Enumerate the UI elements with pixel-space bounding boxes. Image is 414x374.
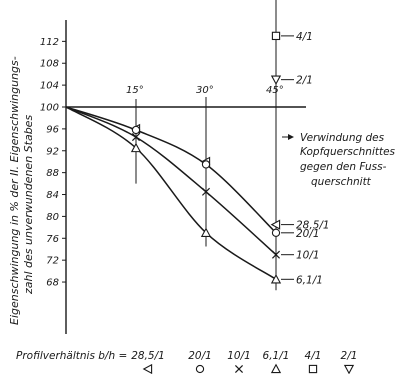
data-point-triangle-up (200, 227, 212, 237)
ratio-marker-circle (195, 364, 205, 374)
data-point-triangle-left (270, 219, 281, 230)
x-angle-ticks: 15° 30° 45° (126, 0, 284, 291)
y-tick-label: 80 (46, 212, 59, 223)
ratio-marker-square (308, 364, 318, 374)
series-curves (65, 106, 277, 280)
y-tick-label: 112 (40, 37, 59, 48)
ratio-label: 2/1 (341, 350, 358, 362)
ratio-label: 10/1 (227, 350, 251, 362)
y-axis-label-line2: zahl des unverwundenen Stabes (22, 115, 35, 295)
y-tick-label: 92 (46, 146, 59, 157)
data-point-circle (201, 160, 211, 169)
y-axis-label: Eigenschwingung in % der II. Eigenschwin… (8, 56, 35, 325)
y-tick-label: 100 (40, 103, 59, 114)
data-point-cross (201, 187, 211, 196)
x-angle-tick-label: 30° (196, 85, 214, 96)
y-tick-label: 104 (40, 81, 59, 92)
y-tick-label: 72 (46, 256, 59, 267)
data-point-circle (271, 228, 281, 237)
ratio-label: 4/1 (305, 350, 322, 362)
end-label: 4/1 (296, 31, 313, 43)
data-point-triangle-up (130, 142, 142, 153)
series-curve (65, 106, 277, 234)
series-markers (130, 31, 282, 284)
series-curve (65, 106, 277, 280)
ratio-label: 28,5/1 (131, 350, 165, 362)
ratio-axis-label: Profilverhältnis b/h = (16, 350, 127, 362)
y-tick-label: 108 (40, 59, 59, 70)
series-curve (65, 106, 277, 256)
y-tick-label: 84 (46, 190, 59, 201)
x-angle-tick-label: 45° (266, 85, 284, 96)
data-point-cross (271, 250, 281, 259)
y-tick-label: 88 (46, 168, 59, 179)
end-labels: 28,5/120/1 10/1 6,1/1 4/1 2/1 (281, 31, 330, 286)
x-angle-tick-label: 15° (126, 85, 144, 96)
y-tick-label: 68 (46, 278, 59, 289)
end-label: 10/1 (296, 250, 320, 262)
y-tick-label: 76 (46, 234, 59, 245)
data-point-triangle-up (270, 273, 282, 284)
y-ticks: 68 72 76 80 84 88 92 96 100 104 108 112 (40, 37, 66, 289)
ratio-marker-triangle-left (142, 363, 153, 374)
twist-annotation: Verwindung des Kopfquerschnittes gegen d… (282, 132, 396, 188)
end-label: 2/1 (296, 75, 313, 87)
data-point-circle (131, 125, 141, 135)
y-axis-label-line1: Eigenschwingung in % der II. Eigenschwin… (8, 56, 21, 325)
annotation-line-1: Verwindung des (300, 132, 385, 144)
annotation-arrow-head (288, 134, 294, 140)
axes (65, 20, 306, 334)
end-label: 6,1/1 (296, 274, 323, 286)
data-point-square (271, 31, 281, 41)
ratio-legend: Profilverhältnis b/h = 28,5/1 20/1 10/1 6,1… (16, 350, 358, 374)
ratio-label: 6,1/1 (263, 350, 290, 362)
ratio-marker-cross (234, 364, 244, 374)
ratio-marker-triangle-down (343, 364, 355, 374)
ratio-label: 20/1 (188, 350, 212, 362)
annotation-line-3: gegen den Fuss- (300, 161, 387, 173)
end-label: 20/1 (296, 228, 320, 240)
annotation-line-2: Kopfquerschnittes (300, 146, 396, 158)
data-point-cross (131, 133, 141, 142)
ratio-marker-triangle-up (270, 363, 282, 374)
y-tick-label: 96 (46, 124, 59, 135)
annotation-line-4: querschnitt (311, 176, 372, 188)
data-point-triangle-down (270, 75, 282, 86)
end-label: 28,5/1 (296, 220, 330, 232)
